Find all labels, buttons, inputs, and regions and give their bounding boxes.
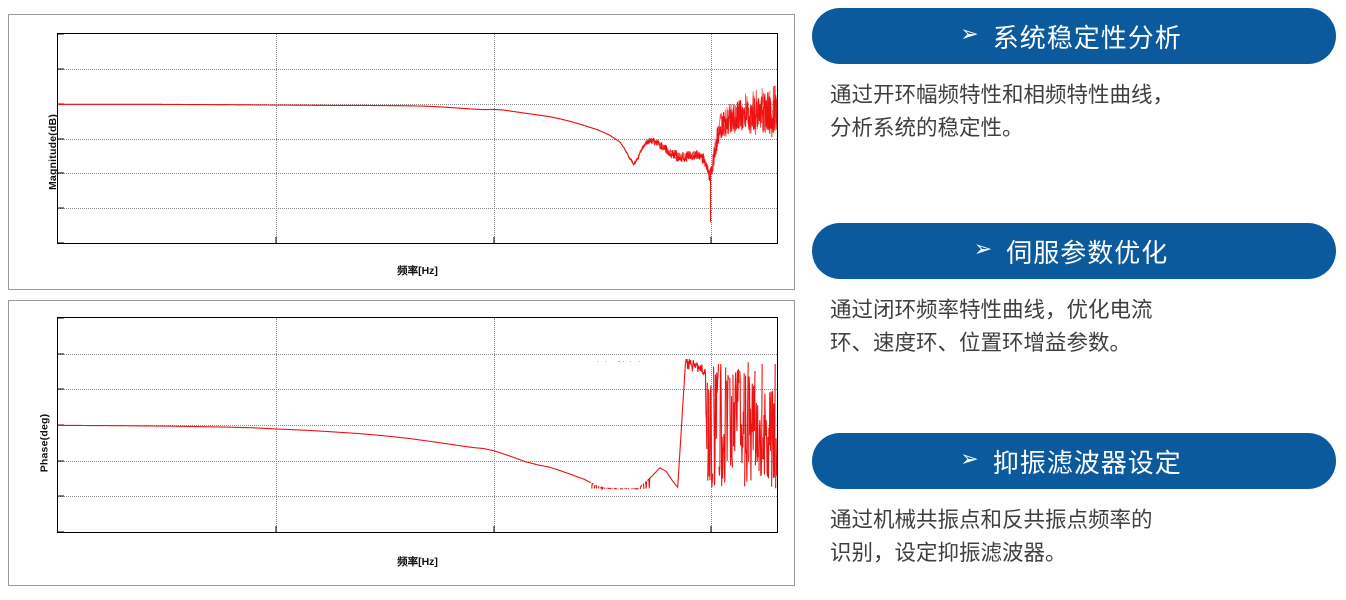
y-tick-mark bbox=[58, 318, 64, 319]
y-tick-mark bbox=[58, 242, 64, 243]
x-tick-mark bbox=[493, 526, 495, 532]
section-body: 通过闭环频率特性曲线，优化电流 环、速度环、位置环增益参数。 bbox=[830, 298, 1153, 356]
phase-curve-segment bbox=[754, 402, 759, 466]
phase-curve-segment bbox=[597, 485, 600, 489]
phase-curve-segment bbox=[762, 391, 772, 479]
phase-curve-segment bbox=[771, 363, 776, 487]
phase-x-axis-label: 频率[Hz] bbox=[397, 556, 438, 568]
phase-curve-segment bbox=[600, 486, 604, 491]
y-tick-mark bbox=[58, 207, 64, 209]
y-tick-mark bbox=[58, 138, 64, 139]
section-title: 伺服参数优化 bbox=[1006, 238, 1169, 269]
phase-curve-segment bbox=[758, 364, 763, 476]
y-tick-mark bbox=[58, 460, 64, 462]
phase-curve-segment bbox=[58, 424, 592, 484]
arrow-right-icon: ➢ bbox=[960, 22, 979, 47]
magnitude-noise-layer bbox=[58, 85, 777, 178]
magnitude-curve bbox=[58, 92, 777, 182]
phase-curve-segment bbox=[647, 358, 708, 489]
phase-curve-segment bbox=[595, 484, 598, 489]
section-notch-filter: ➢ 抑振滤波器设定 通过机械共振点和反共振点频率的 识别，设定抑振滤波器。 bbox=[806, 433, 1346, 570]
magnitude-plot-panel: Magnitude(dB) 频率[Hz] 40200-20-40-60-8010… bbox=[8, 14, 795, 290]
phase-curve-segment bbox=[644, 481, 648, 489]
section-system-stability: ➢ 系统稳定性分析 通过开环幅频特性和相频特性曲线， 分析系统的稳定性。 bbox=[806, 8, 1346, 145]
phase-curve-segment bbox=[732, 369, 740, 452]
section-header-pill[interactable]: ➢ 伺服参数优化 bbox=[812, 223, 1336, 279]
x-tick-mark bbox=[710, 237, 712, 243]
section-title: 系统稳定性分析 bbox=[992, 23, 1182, 54]
y-tick-mark bbox=[58, 103, 64, 105]
y-tick-mark bbox=[58, 495, 64, 497]
phase-curve-segment bbox=[639, 484, 643, 490]
phase-curve-segment bbox=[729, 377, 734, 468]
section-header-pill[interactable]: ➢ 抑振滤波器设定 bbox=[812, 433, 1336, 489]
phase-curve-segment bbox=[775, 438, 777, 489]
section-title: 抑振滤波器设定 bbox=[992, 448, 1182, 479]
phase-curve-segment bbox=[748, 370, 756, 481]
y-tick-mark bbox=[58, 68, 64, 70]
phase-y-axis-label: Phase(deg) bbox=[38, 413, 51, 473]
section-servo-tuning: ➢ 伺服参数优化 通过闭环频率特性曲线，优化电流 环、速度环、位置环增益参数。 bbox=[806, 223, 1346, 360]
phase-curve-segment bbox=[642, 483, 645, 490]
x-tick-mark bbox=[710, 526, 712, 532]
phase-curve-segment bbox=[712, 364, 720, 486]
y-tick-mark bbox=[58, 531, 64, 532]
phase-curve-svg bbox=[58, 358, 777, 491]
phase-curve-segment bbox=[739, 370, 745, 464]
charts-column: Magnitude(dB) 频率[Hz] 40200-20-40-60-8010… bbox=[8, 14, 795, 586]
arrow-right-icon: ➢ bbox=[973, 237, 993, 262]
section-body: 通过机械共振点和反共振点频率的 识别，设定抑振滤波器。 bbox=[830, 508, 1153, 566]
y-tick-mark bbox=[58, 353, 64, 355]
x-tick-mark bbox=[275, 526, 277, 532]
section-body: 通过开环幅频特性和相频特性曲线， 分析系统的稳定性。 bbox=[830, 83, 1175, 141]
phase-curve-segment bbox=[726, 375, 729, 461]
y-tick-mark bbox=[58, 34, 64, 35]
arrow-right-icon: ➢ bbox=[960, 447, 979, 472]
y-tick-mark bbox=[58, 388, 64, 390]
magnitude-x-axis-label: 频率[Hz] bbox=[397, 265, 438, 277]
x-tick-mark bbox=[493, 237, 495, 243]
x-tick-mark bbox=[275, 237, 277, 243]
magnitude-curve-svg bbox=[58, 85, 777, 223]
phase-curve-segment bbox=[718, 364, 727, 487]
magnitude-axes: 40200-20-40-60-80100101102103 bbox=[57, 33, 778, 244]
phase-plot-panel: Phase(deg) 频率[Hz] 3002001000-100-200-300… bbox=[8, 300, 795, 586]
phase-curve-segment bbox=[707, 385, 714, 488]
section-header-pill[interactable]: ➢ 系统稳定性分析 bbox=[812, 8, 1336, 64]
phase-curve-segment bbox=[744, 362, 749, 487]
phase-axes: 3002001000-100-200-300100101102103 bbox=[57, 317, 778, 533]
info-panel: ➢ 系统稳定性分析 通过开环幅频特性和相频特性曲线， 分析系统的稳定性。 ➢ 伺… bbox=[806, 0, 1346, 600]
y-tick-mark bbox=[58, 172, 64, 174]
phase-curve-segment bbox=[591, 482, 594, 489]
phase-curve-segment bbox=[603, 487, 605, 490]
